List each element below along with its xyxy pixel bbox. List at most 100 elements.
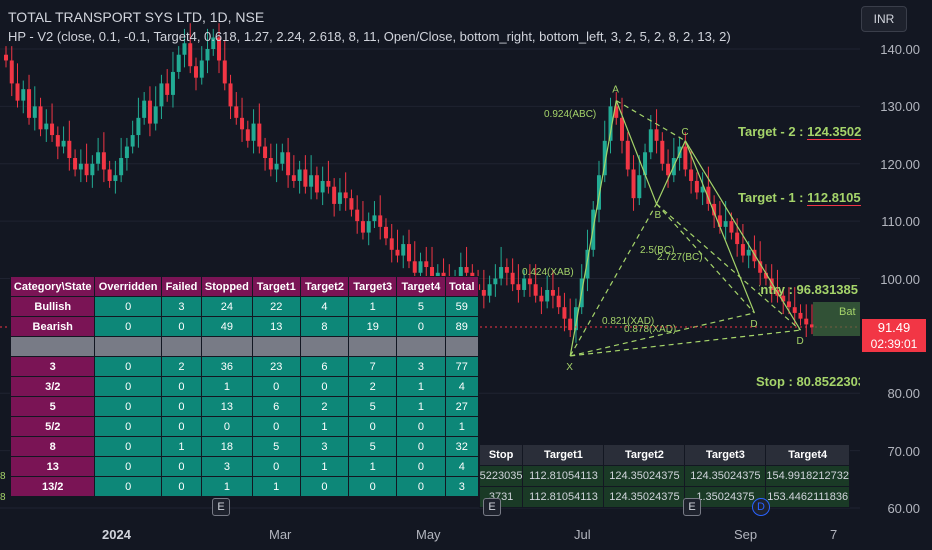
table-row: Bullish 0 3 24 22 4 1 5 59 xyxy=(9,296,480,317)
candle-body xyxy=(55,135,60,147)
x-tick-label: Sep xyxy=(734,527,758,542)
candle-body xyxy=(136,117,141,136)
candle-body xyxy=(712,203,717,216)
candle-body xyxy=(280,152,285,164)
candle-body xyxy=(176,54,181,72)
candle-body xyxy=(562,307,567,319)
candle-body xyxy=(360,221,365,233)
table-cell: 0 xyxy=(94,456,162,477)
candle-body xyxy=(124,146,129,159)
table-cell: 49 xyxy=(201,316,253,337)
table-header: Target4 xyxy=(765,444,850,466)
table-cell: 0 xyxy=(201,416,253,437)
table-cell: 13 xyxy=(251,316,301,337)
table-cell: 5 xyxy=(9,396,96,417)
candle-body xyxy=(15,83,20,101)
candle-body xyxy=(9,60,14,84)
candle-body xyxy=(504,267,509,273)
table-cell: 0 xyxy=(251,416,301,437)
table-cell: 1 xyxy=(299,416,350,437)
candle-body xyxy=(84,163,89,176)
table-cell: 112.81054113 xyxy=(522,465,605,487)
table-cell: 1 xyxy=(160,436,203,457)
ratio-label: 0.924(ABC) xyxy=(544,109,596,120)
last-price-tag: 91.49 xyxy=(862,319,926,336)
pattern-leg xyxy=(684,140,801,331)
table-header: Category\State xyxy=(9,276,96,297)
table-cell: 0 xyxy=(348,416,398,437)
table-header: Total xyxy=(444,276,480,297)
earnings-event-icon[interactable]: E xyxy=(212,498,230,516)
table-cell: 0 xyxy=(94,436,162,457)
table-cell: 0 xyxy=(94,416,162,437)
candle-body xyxy=(706,186,711,204)
candlestick-series xyxy=(4,23,814,343)
candle-body xyxy=(545,289,550,302)
harmonic-pattern-overlay: X A B C D D 0.424(XAB) 0.924(ABC) 2.5(BC)2.727(B… xyxy=(522,85,804,373)
table-cell: 5/2 xyxy=(9,416,96,437)
table-header: Target2 xyxy=(603,444,686,466)
ratio-label: 2.5(BC) xyxy=(640,245,674,256)
candle-body xyxy=(291,175,296,181)
candle-body xyxy=(21,89,26,101)
candle-body xyxy=(729,221,734,233)
candle-body xyxy=(499,267,504,279)
earnings-event-icon[interactable]: E xyxy=(483,498,501,516)
pattern-leg xyxy=(615,100,686,142)
table-row: Bearish 0 0 49 13 8 19 0 89 xyxy=(9,316,480,337)
table-cell: 13 xyxy=(9,456,96,477)
table-cell: 3 xyxy=(9,356,96,377)
table-cell: 4 xyxy=(299,296,350,317)
table-row: 8 3731 112.81054113 124.35024375 1.35024375 1… xyxy=(0,486,850,508)
candle-body xyxy=(50,123,55,136)
dividend-event-icon[interactable]: D xyxy=(752,498,770,516)
table-cell: 3/2 xyxy=(9,376,96,397)
candle-body xyxy=(683,146,688,170)
candle-body xyxy=(257,123,262,147)
table-cell: 6 xyxy=(299,356,350,377)
pattern-leg xyxy=(570,329,801,357)
pattern-point-label: C xyxy=(681,127,688,138)
table-cell: 3 xyxy=(160,296,203,317)
candle-body xyxy=(407,244,411,262)
table-row: 3/2 0 0 1 0 0 2 1 4 xyxy=(9,376,480,397)
indicator-legend[interactable]: HP - V2 (close, 0.1, -0.1, Target4, 0.61… xyxy=(8,29,731,44)
table-cell: 1 xyxy=(201,376,253,397)
candle-body xyxy=(297,169,302,181)
table-row: 5 0 0 13 6 2 5 1 27 xyxy=(9,396,480,417)
table-row: 8 5223035 112.81054113 124.35024375 124.3502… xyxy=(0,465,850,487)
candle-body xyxy=(188,43,193,67)
y-tick-label: 140.00 xyxy=(880,42,920,57)
table-cell: 1 xyxy=(444,416,480,437)
table-cell: 3 xyxy=(201,456,253,477)
table-cell xyxy=(299,336,350,357)
candle-body xyxy=(147,100,152,124)
earnings-event-icon[interactable]: E xyxy=(683,498,701,516)
table-cell: 0 xyxy=(299,376,350,397)
pattern-stats-table: Category\State Overridden Failed Stopped… xyxy=(9,276,480,497)
entry-label: Entry : 96.831385 xyxy=(759,282,858,297)
candle-body xyxy=(430,267,435,279)
candle-body xyxy=(527,278,532,285)
candle-body xyxy=(810,324,814,328)
table-header-row: Category\State Overridden Failed Stopped… xyxy=(9,276,480,297)
candle-body xyxy=(769,278,774,290)
candle-body xyxy=(251,123,256,141)
table-cell: 0 xyxy=(94,476,162,497)
table-cell xyxy=(251,336,301,357)
candle-body xyxy=(516,284,521,290)
table-header: Target4 xyxy=(396,276,446,297)
target2-label: Target - 2 : 124.3502 xyxy=(738,124,862,140)
chart-title: TOTAL TRANSPORT SYS LTD, 1D, NSE xyxy=(8,9,265,25)
table-cell: 0 xyxy=(396,456,446,477)
table-cell: 8 xyxy=(299,316,350,337)
x-tick-label: May xyxy=(416,527,441,542)
candle-body xyxy=(332,186,337,204)
currency-button[interactable]: INR xyxy=(861,6,907,32)
candle-body xyxy=(758,261,763,273)
table-header: Target2 xyxy=(299,276,350,297)
candle-body xyxy=(602,140,607,176)
table-cell: 0 xyxy=(348,476,398,497)
candle-body xyxy=(378,215,383,227)
table-cell xyxy=(94,336,162,357)
